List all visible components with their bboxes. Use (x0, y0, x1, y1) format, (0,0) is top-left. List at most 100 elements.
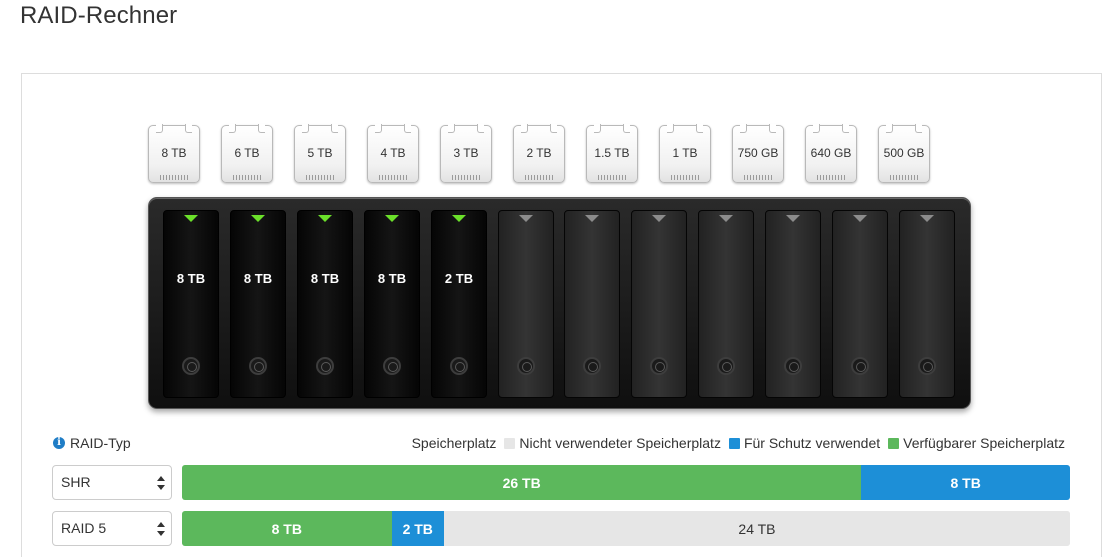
status-led-icon (385, 215, 399, 222)
drive-option[interactable]: 750 GB (732, 124, 784, 185)
capacity-bar: 26 TB 8 TB (182, 465, 1070, 500)
drive-notch (331, 124, 338, 133)
hdd-icon (367, 125, 419, 183)
drive-notch (375, 124, 382, 133)
drive-notch (594, 124, 601, 133)
drive-option[interactable]: 1 TB (659, 124, 711, 185)
drive-option[interactable]: 500 GB (878, 124, 930, 185)
raid-type-text: RAID-Typ (70, 435, 131, 451)
drive-bay-empty[interactable] (765, 210, 821, 398)
drive-option[interactable]: 4 TB (367, 124, 419, 185)
bay-drive-size: 2 TB (444, 271, 474, 286)
capacity-segment-available: 26 TB (182, 465, 862, 500)
drive-bay-empty[interactable] (498, 210, 554, 398)
status-led-icon (652, 215, 666, 222)
drive-option[interactable]: 2 TB (513, 124, 565, 185)
hdd-icon (878, 125, 930, 183)
drive-bay-filled[interactable]: 8 TB (297, 210, 353, 398)
hdd-icon (440, 125, 492, 183)
drive-notch (550, 124, 557, 133)
drive-bay-filled[interactable]: 2 TB (431, 210, 487, 398)
drive-bay-empty[interactable] (564, 210, 620, 398)
drive-notch (404, 124, 411, 133)
drive-label: 1.5 TB (594, 146, 630, 160)
bay-drive-size: 8 TB (310, 271, 340, 286)
drive-bay-filled[interactable]: 8 TB (163, 210, 219, 398)
hdd-icon (513, 125, 565, 183)
drive-label: 4 TB (380, 146, 406, 160)
drive-label: 500 GB (883, 146, 925, 160)
drive-notch (623, 124, 630, 133)
drive-notch (740, 124, 747, 133)
legend-protection: Für Schutz verwendet (728, 435, 881, 451)
drive-option[interactable]: 6 TB (221, 124, 273, 185)
drive-option[interactable]: 8 TB (148, 124, 200, 185)
legend-unused-label: Nicht verwendeter Speicherplatz (519, 435, 721, 451)
status-led-icon (519, 215, 533, 222)
bay-release-knob (717, 357, 735, 375)
capacity-bar: 8 TB 2 TB 24 TB (182, 511, 1070, 546)
drive-connector (306, 175, 334, 180)
capacity-segment-available: 8 TB (182, 511, 392, 546)
nas-enclosure: 8 TB 8 TB 8 TB 8 TB 2 TB (148, 197, 971, 409)
drive-option[interactable]: 3 TB (440, 124, 492, 185)
drive-connector (598, 175, 626, 180)
legend-title: Speicherplatz (411, 435, 497, 451)
hdd-icon (805, 125, 857, 183)
raid-type-select[interactable]: RAID 5 (52, 511, 172, 546)
page-title: RAID-Rechner (20, 2, 178, 29)
drive-label: 750 GB (737, 146, 779, 160)
bay-release-knob (383, 357, 401, 375)
drive-notch (769, 124, 776, 133)
drive-bay-empty[interactable] (631, 210, 687, 398)
drive-notch (448, 124, 455, 133)
status-led-icon (786, 215, 800, 222)
available-drives: 8 TB 6 TB 5 TB 4 TB 3 TB 2 TB 1.5 TB 1 TB 750 GB… (148, 124, 1048, 185)
legend-available-label: Verfügbarer Speicherplatz (903, 435, 1065, 451)
capacity-segment-protection: 2 TB (391, 511, 444, 546)
hdd-icon (586, 125, 638, 183)
bay-release-knob (650, 357, 668, 375)
legend-protection-swatch (728, 438, 740, 449)
hdd-icon (221, 125, 273, 183)
drive-connector (233, 175, 261, 180)
drive-bay-empty[interactable] (832, 210, 888, 398)
drive-connector (160, 175, 188, 180)
drive-connector (452, 175, 480, 180)
drive-notch (886, 124, 893, 133)
bay-release-knob (182, 357, 200, 375)
bay-drive-size: 8 TB (243, 271, 273, 286)
drive-notch (521, 124, 528, 133)
raid-type-select[interactable]: SHR (52, 465, 172, 500)
legend-protection-label: Für Schutz verwendet (743, 435, 881, 451)
select-arrows-icon (157, 522, 165, 536)
drive-option[interactable]: 1.5 TB (586, 124, 638, 185)
drive-notch (915, 124, 922, 133)
legend-unused: Nicht verwendeter Speicherplatz (504, 435, 721, 451)
drive-notch (185, 124, 192, 133)
info-icon[interactable]: i (53, 437, 65, 449)
hdd-icon (659, 125, 711, 183)
drive-notch (842, 124, 849, 133)
drive-option[interactable]: 5 TB (294, 124, 346, 185)
drive-bay-empty[interactable] (698, 210, 754, 398)
hdd-icon (294, 125, 346, 183)
drive-bay-filled[interactable]: 8 TB (364, 210, 420, 398)
drive-option[interactable]: 640 GB (805, 124, 857, 185)
bay-release-knob (583, 357, 601, 375)
drive-bay-empty[interactable] (899, 210, 955, 398)
status-led-icon (251, 215, 265, 222)
bay-release-knob (784, 357, 802, 375)
bay-drive-size: 8 TB (377, 271, 407, 286)
capacity-segment-protection: 8 TB (861, 465, 1070, 500)
legend-available-swatch (888, 438, 900, 449)
drive-label: 8 TB (161, 146, 187, 160)
drive-bay-filled[interactable]: 8 TB (230, 210, 286, 398)
drive-notch (696, 124, 703, 133)
hdd-icon (148, 125, 200, 183)
status-led-icon (318, 215, 332, 222)
status-led-icon (719, 215, 733, 222)
legend-unused-swatch (504, 438, 516, 449)
drive-notch (156, 124, 163, 133)
drive-connector (744, 175, 772, 180)
